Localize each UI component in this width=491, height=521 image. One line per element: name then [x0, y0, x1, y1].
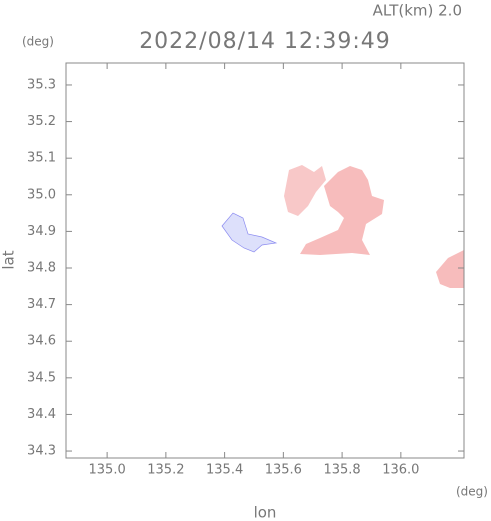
- x-tick-label: 135.4: [206, 463, 243, 478]
- echo-positive: [436, 250, 464, 288]
- y-tick-label: 35.3: [27, 77, 56, 92]
- y-tick-label: 34.8: [27, 261, 56, 276]
- echo-areas: [221, 165, 464, 288]
- echo-positive: [300, 166, 384, 255]
- echo-positive: [284, 165, 326, 216]
- y-tick-label: 34.3: [27, 444, 56, 459]
- x-tick-label: 135.8: [323, 463, 360, 478]
- y-tick-label: 34.4: [27, 407, 56, 422]
- y-tick-label: 35.0: [27, 187, 56, 202]
- x-tick-label: 135.0: [89, 463, 126, 478]
- y-tick-label: 34.6: [27, 334, 56, 349]
- x-unit: (deg): [456, 485, 488, 499]
- echo-negative: [221, 212, 278, 253]
- x-axis-label: lon: [254, 504, 277, 521]
- x-tick-label: 135.2: [147, 463, 184, 478]
- chart-title: 2022/08/14 12:39:49: [139, 29, 391, 54]
- altitude-label: ALT(km) 2.0: [373, 2, 462, 20]
- y-tick-label: 35.2: [27, 114, 56, 129]
- y-axis-label: lat: [0, 250, 18, 269]
- y-unit: (deg): [22, 35, 54, 49]
- y-tick-label: 34.5: [27, 370, 56, 385]
- y-tick-label: 34.7: [27, 297, 56, 312]
- y-tick-label: 34.9: [27, 224, 56, 239]
- x-tick-label: 135.6: [265, 463, 302, 478]
- y-tick-label: 35.1: [27, 151, 56, 166]
- x-tick-label: 136.0: [382, 463, 419, 478]
- plot-frame: [65, 62, 465, 459]
